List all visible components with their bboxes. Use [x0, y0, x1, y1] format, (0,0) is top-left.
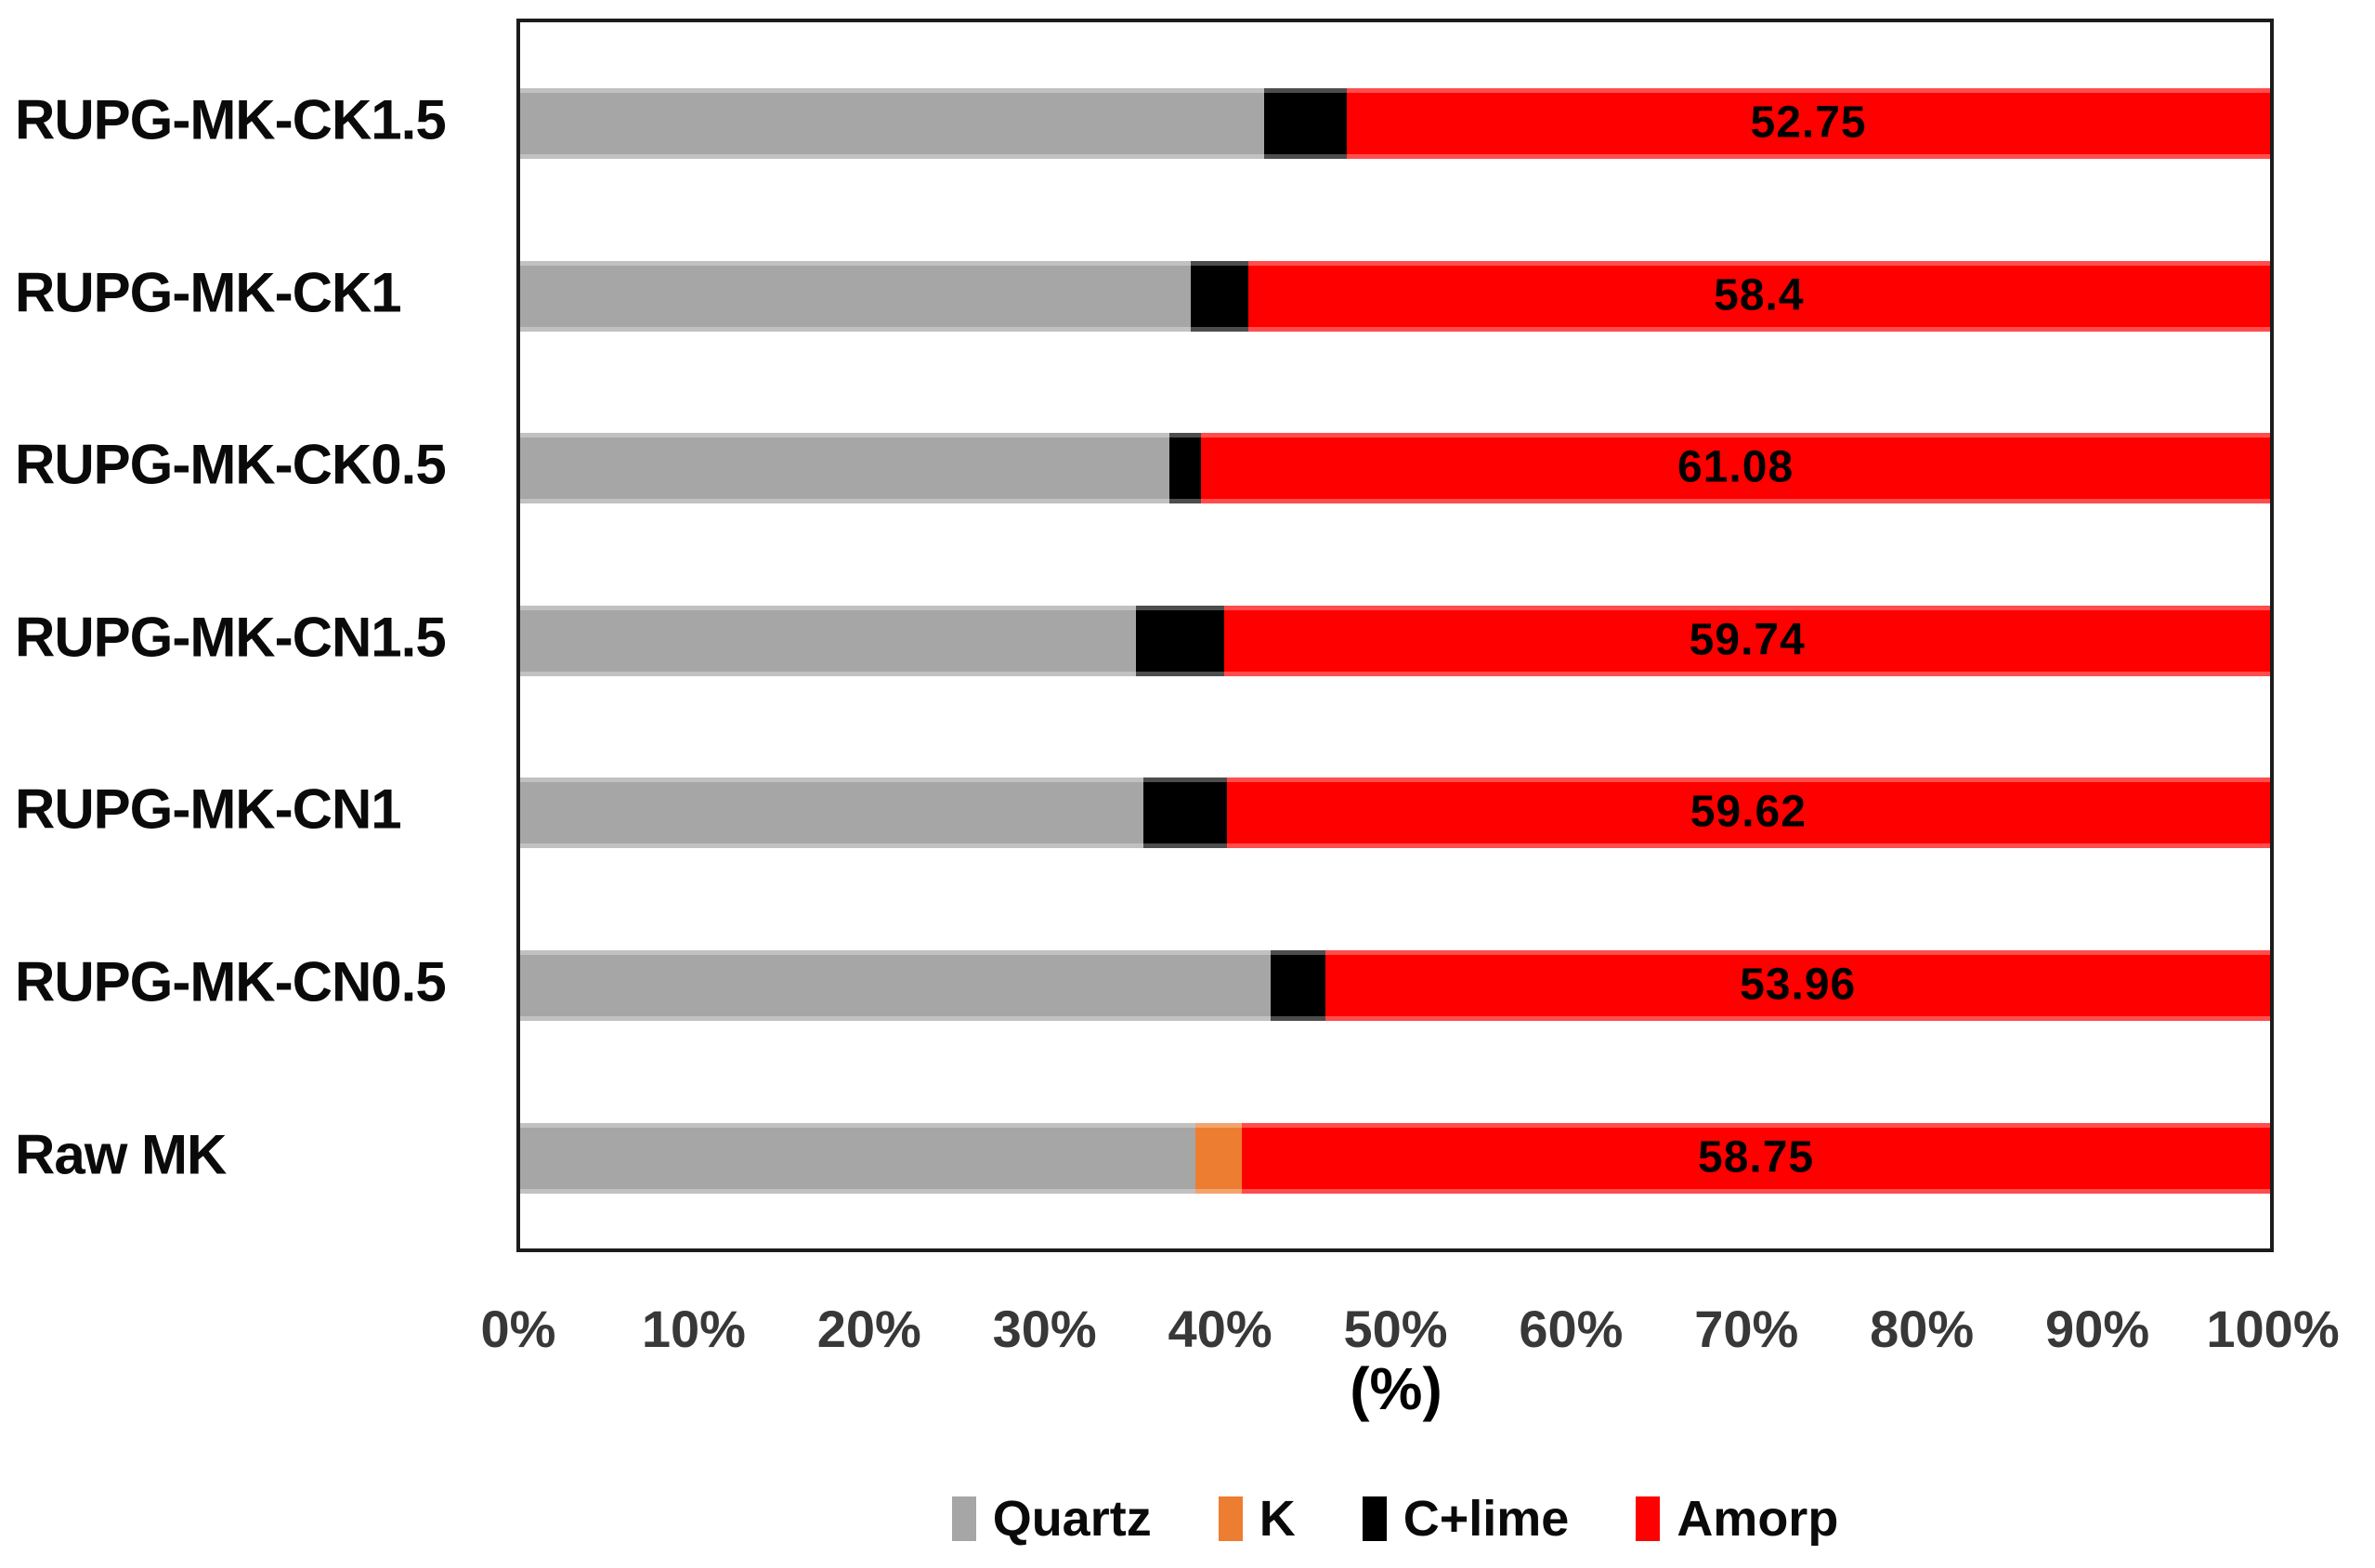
x-tick-label: 80% [1870, 1300, 1975, 1358]
legend-item-quartz: Quartz [951, 1490, 1152, 1548]
bar-row: 61.08 [520, 433, 2270, 504]
bar-segment-c-lime [1168, 433, 1202, 504]
bar-segment-amorp: 61.08 [1201, 433, 2270, 504]
legend-label: C+lime [1403, 1491, 1570, 1547]
legend-swatch-amorp [1636, 1496, 1661, 1541]
bar-segment-c-lime [1142, 777, 1227, 849]
x-tick-label: 20% [816, 1300, 921, 1358]
category-label: Raw MK [15, 1123, 227, 1186]
bar-segment-amorp: 52.75 [1347, 88, 2270, 159]
category-label: RUPG-MK-CK0.5 [15, 433, 447, 496]
chart-legend: Quartz K C+lime Amorp [516, 1479, 2274, 1559]
bar-row: 59.74 [520, 605, 2270, 676]
bar-segment-c-lime [1190, 260, 1248, 332]
category-label: RUPG-MK-CK1 [15, 261, 402, 324]
x-axis-title: (%) [1350, 1355, 1442, 1422]
bar-segment-k [1195, 1122, 1243, 1194]
bar-segment-amorp: 53.96 [1325, 950, 2270, 1021]
bar-segment-quartz [520, 1122, 1196, 1194]
x-tick-label: 70% [1694, 1300, 1799, 1358]
bar-segment-c-lime [1263, 88, 1348, 159]
bar-row: 59.62 [520, 777, 2270, 849]
legend-item-c-lime: C+lime [1362, 1490, 1570, 1548]
category-label: RUPG-MK-CN0.5 [15, 950, 447, 1013]
category-label: RUPG-MK-CK1.5 [15, 88, 447, 151]
bar-segment-quartz [520, 950, 1272, 1021]
bar-segment-c-lime [1136, 605, 1225, 676]
bar-segment-amorp: 58.75 [1242, 1122, 2270, 1194]
bar-value-label: 58.75 [1698, 1131, 1815, 1182]
bar-segment-quartz [520, 260, 1191, 332]
bar-row: 52.75 [520, 88, 2270, 159]
bar-segment-amorp: 58.4 [1247, 260, 2270, 332]
bar-value-label: 59.62 [1690, 787, 1807, 837]
bar-value-label: 52.75 [1750, 98, 1867, 148]
legend-item-amorp: Amorp [1636, 1490, 1838, 1548]
legend-swatch-quartz [951, 1496, 976, 1541]
x-tick-label: 30% [992, 1300, 1097, 1358]
x-tick-label: 0% [480, 1300, 556, 1358]
bar-value-label: 61.08 [1677, 442, 1794, 492]
legend-item-k: K [1218, 1490, 1296, 1548]
bar-segment-quartz [520, 433, 1169, 504]
bar-segment-quartz [520, 605, 1137, 676]
bar-segment-amorp: 59.62 [1226, 777, 2270, 849]
x-tick-label: 40% [1168, 1300, 1272, 1358]
legend-label: Quartz [992, 1491, 1152, 1547]
category-label: RUPG-MK-CN1.5 [15, 606, 447, 669]
x-tick-label: 90% [2045, 1300, 2150, 1358]
bar-segment-quartz [520, 88, 1264, 159]
bar-segment-c-lime [1271, 950, 1326, 1021]
legend-label: Amorp [1677, 1491, 1839, 1547]
bar-value-label: 53.96 [1740, 960, 1857, 1010]
plot-area: 52.75 58.4 61.08 59.74 59.62 53.96 58.75 [516, 19, 2274, 1252]
x-tick-label: 10% [641, 1300, 746, 1358]
x-tick-label: 50% [1343, 1300, 1448, 1358]
legend-swatch-k [1218, 1496, 1243, 1541]
bar-value-label: 58.4 [1714, 269, 1805, 320]
bar-segment-amorp: 59.74 [1224, 605, 2270, 676]
bar-row: 58.75 [520, 1122, 2270, 1194]
bar-row: 53.96 [520, 950, 2270, 1021]
legend-swatch-c-lime [1362, 1496, 1387, 1541]
x-tick-label: 60% [1519, 1300, 1624, 1358]
bar-value-label: 59.74 [1689, 615, 1806, 665]
legend-label: K [1259, 1491, 1296, 1547]
bar-segment-quartz [520, 777, 1143, 849]
bar-row: 58.4 [520, 260, 2270, 332]
category-label: RUPG-MK-CN1 [15, 777, 402, 841]
x-tick-label: 100% [2206, 1300, 2340, 1358]
